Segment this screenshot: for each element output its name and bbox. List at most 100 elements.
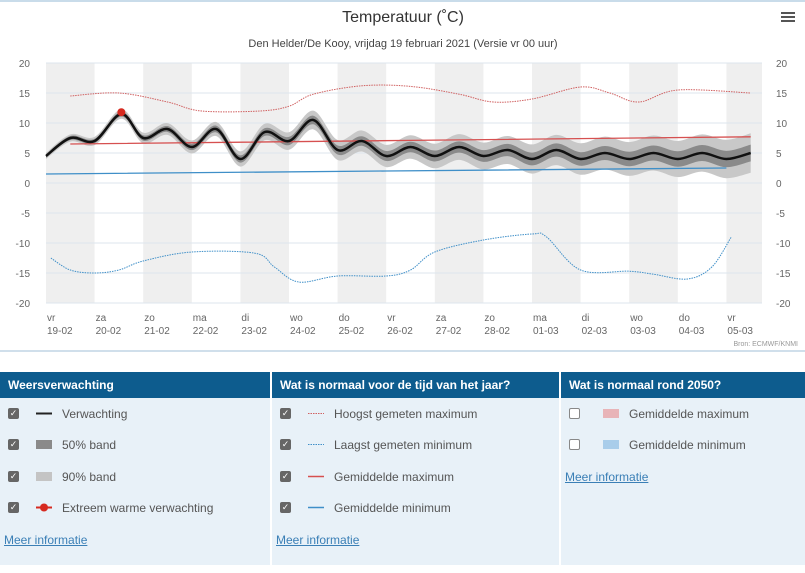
x-tick-day: zo	[144, 313, 155, 324]
y-tick-left: 15	[19, 89, 31, 100]
x-tick-date: 25-02	[339, 326, 365, 337]
red-line-icon	[308, 475, 324, 478]
x-tick-day: zo	[484, 313, 495, 324]
checkbox-checked-icon[interactable]: ✓	[8, 408, 19, 419]
x-tick-day: ma	[533, 313, 547, 324]
legend-header: Weersverwachting	[0, 372, 270, 398]
legend-label: 90% band	[62, 470, 117, 484]
y-tick-left: -20	[16, 299, 31, 310]
record-max-line	[70, 84, 751, 113]
legend-header: Wat is normaal rond 2050?	[561, 372, 805, 398]
more-info-link[interactable]: Meer informatie	[565, 470, 649, 484]
x-tick-day: di	[582, 313, 590, 324]
x-tick-day: vr	[47, 313, 56, 324]
checkbox-checked-icon[interactable]: ✓	[8, 502, 19, 513]
y-tick-right: 10	[776, 119, 788, 130]
legend-label: Gemiddelde minimum	[629, 438, 746, 452]
x-tick-date: 02-03	[582, 326, 608, 337]
checkbox-checked-icon[interactable]: ✓	[280, 439, 291, 450]
x-tick-date: 23-02	[241, 326, 267, 337]
checkbox-checked-icon[interactable]: ✓	[8, 439, 19, 450]
y-tick-left: -15	[16, 269, 31, 280]
x-tick-date: 03-03	[630, 326, 656, 337]
blue-line-icon	[308, 506, 324, 509]
checkbox-checked-icon[interactable]: ✓	[280, 408, 291, 419]
chart-title: Temperatuur (˚C)	[342, 9, 464, 26]
red-dot-line-icon	[36, 503, 52, 512]
x-tick-date: 26-02	[387, 326, 413, 337]
legend-label: Gemiddelde maximum	[629, 407, 750, 421]
x-tick-day: ma	[193, 313, 207, 324]
y-tick-right: -10	[776, 239, 791, 250]
y-tick-left: -10	[16, 239, 31, 250]
more-info-link[interactable]: Meer informatie	[276, 533, 360, 547]
avg-min-line	[45, 167, 727, 175]
legend-label: Gemiddelde maximum	[334, 470, 455, 484]
record-min-line	[50, 232, 732, 283]
x-tick-day: di	[241, 313, 249, 324]
x-tick-date: 20-02	[96, 326, 122, 337]
y-tick-left: -5	[21, 209, 30, 220]
y-tick-right: 15	[776, 89, 788, 100]
x-tick-date: 05-03	[727, 326, 753, 337]
dotted-blue-line-icon	[308, 444, 324, 445]
chart-source: Bron: ECMWF/KNMI	[733, 341, 798, 348]
x-tick-date: 28-02	[484, 326, 510, 337]
temperature-chart: 20 20 15 15 10 10 5 5 0 0 -5 -5 -10 -10 -15 -15 -20 -20 vr…	[16, 9, 799, 348]
more-info-link[interactable]: Meer informatie	[4, 533, 88, 547]
x-tick-date: 01-03	[533, 326, 559, 337]
chart-subtitle: Den Helder/De Kooy, vrijdag 19 februari …	[248, 38, 557, 50]
y-tick-right: 0	[776, 179, 782, 190]
x-tick-date: 24-02	[290, 326, 316, 337]
x-tick-day: vr	[727, 313, 736, 324]
y-tick-right: -15	[776, 269, 791, 280]
legend-2050: Wat is normaal rond 2050? Gemiddelde max…	[561, 372, 805, 565]
x-tick-day: do	[339, 313, 351, 324]
checkbox-checked-icon[interactable]: ✓	[280, 502, 291, 513]
band90-swatch-icon	[36, 472, 52, 481]
checkbox-checked-icon[interactable]: ✓	[280, 471, 291, 482]
y-tick-right: 20	[776, 59, 788, 70]
dotted-red-line-icon	[308, 413, 324, 414]
checkbox-unchecked-icon[interactable]	[569, 408, 580, 419]
x-tick-date: 19-02	[47, 326, 73, 337]
x-tick-date: 27-02	[436, 326, 462, 337]
legend-forecast: Weersverwachting ✓ Verwachting ✓ 50% band …	[0, 372, 270, 565]
legend-normal: Wat is normaal voor de tijd van het jaar…	[272, 372, 559, 565]
hamburger-menu-icon[interactable]	[781, 12, 795, 24]
y-tick-right: 5	[776, 149, 782, 160]
checkbox-unchecked-icon[interactable]	[569, 439, 580, 450]
legend-label: 50% band	[62, 438, 117, 452]
divider	[0, 350, 805, 352]
y-tick-left: 10	[19, 119, 31, 130]
lightblue-swatch-icon	[603, 440, 619, 449]
x-tick-date: 21-02	[144, 326, 170, 337]
legend-label: Extreem warme verwachting	[62, 501, 214, 515]
x-tick-day: za	[436, 313, 447, 324]
checkbox-checked-icon[interactable]: ✓	[8, 471, 19, 482]
legend-label: Laagst gemeten minimum	[334, 438, 473, 452]
x-tick-day: vr	[387, 313, 396, 324]
legend-header: Wat is normaal voor de tijd van het jaar…	[272, 372, 559, 398]
x-tick-day: wo	[289, 313, 303, 324]
legend-label: Verwachting	[62, 407, 128, 421]
forecast-line	[45, 112, 752, 161]
avg-max-line	[70, 136, 751, 145]
top-border	[0, 0, 805, 2]
y-tick-left: 0	[24, 179, 30, 190]
x-tick-date: 22-02	[193, 326, 219, 337]
x-tick-day: za	[96, 313, 107, 324]
x-tick-date: 04-03	[679, 326, 705, 337]
y-tick-right: -5	[776, 209, 785, 220]
band-50	[46, 111, 751, 168]
extreme-warm-point	[117, 108, 126, 117]
y-tick-right: -20	[776, 299, 791, 310]
y-tick-left: 20	[19, 59, 31, 70]
legend-label: Hoogst gemeten maximum	[334, 407, 478, 421]
pink-swatch-icon	[603, 409, 619, 418]
x-tick-day: wo	[629, 313, 643, 324]
band50-swatch-icon	[36, 440, 52, 449]
legend-label: Gemiddelde minimum	[334, 501, 451, 515]
y-tick-left: 5	[24, 149, 30, 160]
line-icon	[36, 412, 52, 415]
